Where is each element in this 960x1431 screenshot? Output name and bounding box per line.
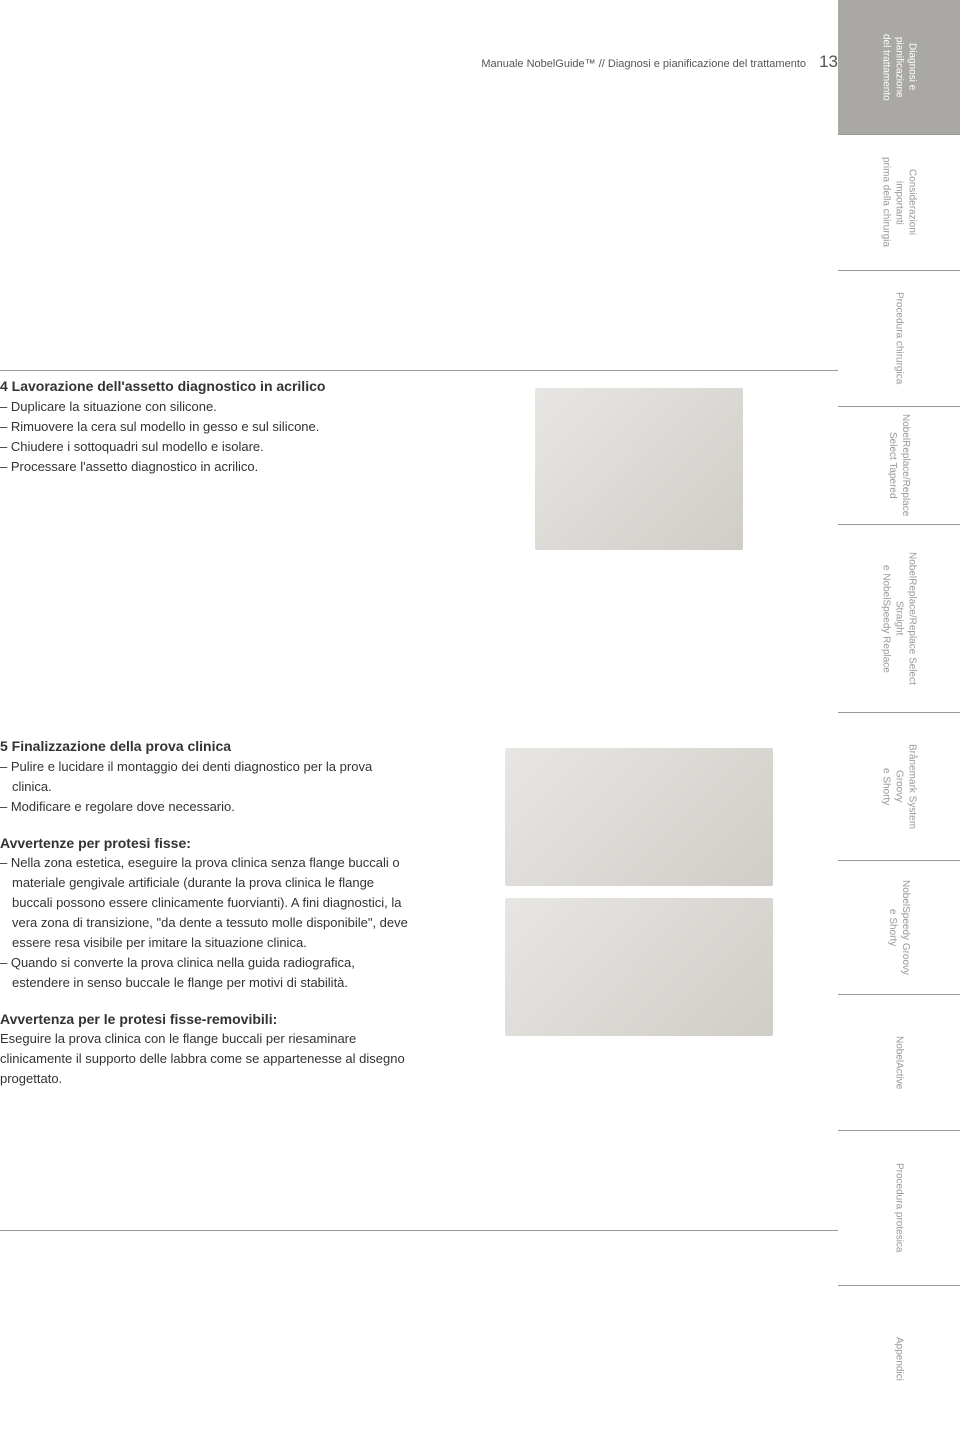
side-tab[interactable]: Appendici <box>838 1286 960 1431</box>
header-text: Manuale NobelGuide™ // Diagnosi e pianif… <box>481 58 806 70</box>
side-tab[interactable]: NobelSpeedy Groovy e Shorty <box>838 861 960 995</box>
section-5-title: 5 Finalizzazione della prova clinica <box>0 738 410 754</box>
section-4: 4 Lavorazione dell'assetto diagnostico i… <box>0 378 838 550</box>
list-item: Processare l'assetto diagnostico in acri… <box>0 457 410 477</box>
page-header: Manuale NobelGuide™ // Diagnosi e pianif… <box>481 52 838 72</box>
warn-removable-text: Eseguire la prova clinica con le flange … <box>0 1029 410 1089</box>
rule-bottom <box>0 1230 838 1231</box>
figure-clinical-teeth <box>505 898 773 1036</box>
list-item: Duplicare la situazione con silicone. <box>0 397 410 417</box>
list-item: Rimuovere la cera sul modello in gesso e… <box>0 417 410 437</box>
side-tab[interactable]: Procedura chirurgica <box>838 271 960 407</box>
page-number: 13 <box>819 52 838 71</box>
section-5: 5 Finalizzazione della prova clinica Pul… <box>0 738 838 1089</box>
side-tab[interactable]: NobelReplace/Replace Select Tapered <box>838 407 960 525</box>
warn-removable-title: Avvertenza per le protesi fisse-removibi… <box>0 1011 410 1027</box>
side-tab[interactable]: Brånemark System Groovy e Shorty <box>838 713 960 861</box>
list-item: Quando si converte la prova clinica nell… <box>0 953 410 993</box>
section-4-title: 4 Lavorazione dell'assetto diagnostico i… <box>0 378 410 394</box>
list-item: Nella zona estetica, eseguire la prova c… <box>0 853 410 953</box>
figure-teeth-model <box>505 748 773 886</box>
list-item: Chiudere i sottoquadri sul modello e iso… <box>0 437 410 457</box>
side-tab[interactable]: NobelActive <box>838 995 960 1131</box>
list-item: Modificare e regolare dove necessario. <box>0 797 410 817</box>
rule-top <box>0 370 838 371</box>
side-tab[interactable]: NobelReplace/Replace Select Straight e N… <box>838 525 960 713</box>
figure-dental-cast <box>535 388 743 550</box>
list-item: Pulire e lucidare il montaggio dei denti… <box>0 757 410 797</box>
side-tab[interactable]: Diagnosi e pianificazione del trattament… <box>838 0 960 135</box>
side-tab[interactable]: Procedura protesica <box>838 1131 960 1286</box>
warn-fixed-title: Avvertenze per protesi fisse: <box>0 835 410 851</box>
side-tab[interactable]: Considerazioni importanti prima della ch… <box>838 135 960 271</box>
side-tabs: Diagnosi e pianificazione del trattament… <box>838 0 960 1431</box>
